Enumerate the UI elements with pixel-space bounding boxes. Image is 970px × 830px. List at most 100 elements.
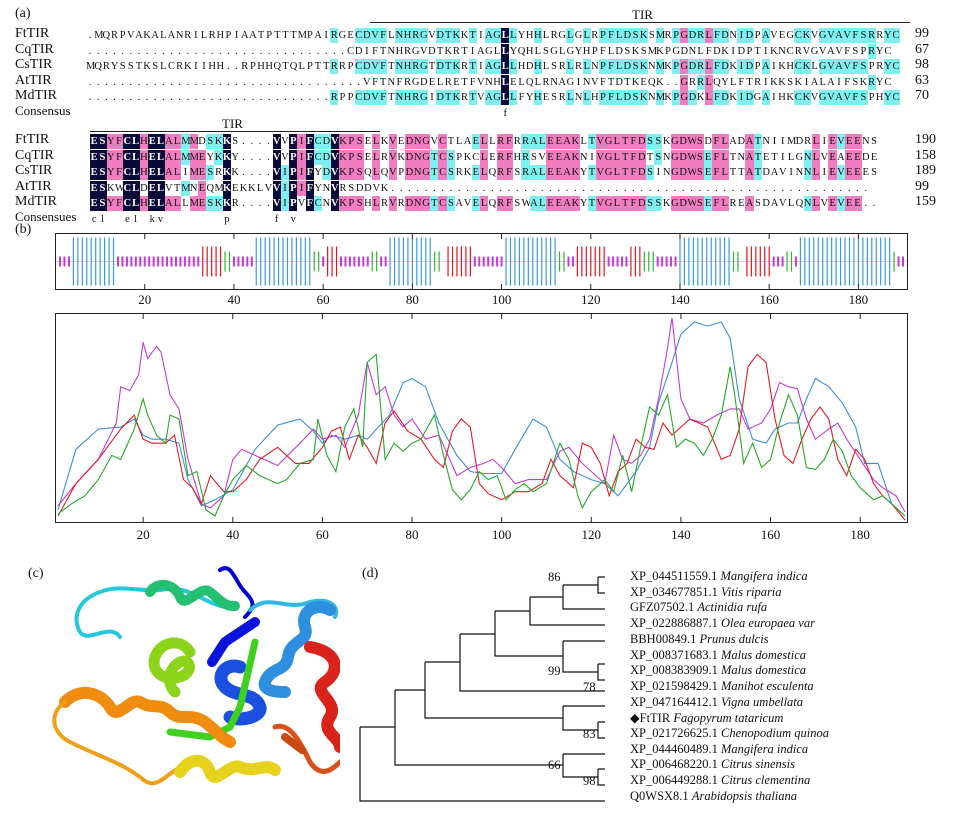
residue: L — [372, 149, 381, 165]
residue: D — [362, 59, 371, 74]
residue: . — [267, 151, 270, 163]
residue: E — [489, 151, 496, 163]
consensus-residue — [656, 106, 664, 121]
residue: D — [322, 165, 331, 180]
residue: A — [477, 45, 485, 57]
residue: I — [656, 167, 661, 178]
residue: K — [802, 59, 811, 74]
residue: . — [582, 182, 585, 194]
residue: E — [778, 30, 786, 41]
sequence-row: E S Y F CLHELAL LME S KKR.... V I PVF CNVK P S HL RVRDN… — [90, 196, 878, 211]
consensus-residue — [729, 106, 737, 121]
residue: E — [197, 180, 207, 196]
residue: S — [355, 149, 364, 165]
residue: . — [129, 45, 133, 57]
residue: Y — [579, 198, 588, 209]
consensus-residue — [713, 106, 721, 121]
secondary-structure-svg — [56, 234, 907, 289]
x-tick-label: 120 — [581, 292, 601, 307]
residue: G — [795, 151, 804, 163]
sequence-name: MdTIR — [15, 88, 57, 103]
leaf-accession: XP_008383909.1 — [630, 663, 721, 678]
residue: A — [529, 196, 539, 211]
residue: W — [521, 198, 532, 209]
residue: T — [753, 165, 763, 180]
residue: K — [463, 167, 472, 178]
residue: Q — [102, 30, 111, 41]
consensus-residue — [517, 106, 525, 121]
residue: R — [696, 59, 705, 74]
residue: K — [222, 134, 232, 149]
residue: G — [421, 134, 431, 149]
residue: R — [550, 30, 558, 41]
sequence-end-position: 99 — [915, 178, 929, 194]
residue: . — [275, 76, 279, 88]
consensus-residue — [640, 106, 648, 121]
residue: L — [615, 59, 624, 74]
residue: N — [729, 30, 737, 41]
residue: L — [559, 45, 566, 57]
residue: C — [123, 196, 132, 211]
residue: E — [148, 196, 157, 211]
residue: H — [139, 165, 149, 180]
sequence-name: MdTIR — [15, 194, 57, 209]
residue: S — [127, 61, 134, 72]
residue: G — [421, 165, 431, 180]
sequence-name: FtTIR — [15, 26, 50, 41]
residue: V — [430, 136, 439, 147]
residue: T — [388, 92, 395, 103]
residue: L — [538, 196, 547, 211]
consensus-residue — [745, 106, 753, 121]
residue: K — [247, 182, 256, 194]
consensus-residue — [428, 106, 436, 121]
residue: . — [170, 45, 173, 57]
residue: . — [300, 76, 304, 88]
residue: H — [139, 134, 149, 149]
residue: N — [795, 167, 804, 178]
residue: G — [604, 149, 613, 165]
residue: C — [354, 28, 363, 43]
residue: G — [421, 196, 431, 211]
x-tick-label: 140 — [671, 527, 691, 542]
residue: P — [347, 149, 356, 165]
residue: E — [90, 149, 99, 165]
residue: K — [802, 28, 811, 43]
residue: V — [264, 182, 273, 194]
consensus-residue — [395, 106, 403, 121]
consensus-residue — [837, 212, 845, 227]
consensus-residue: v — [157, 213, 164, 225]
residue: . — [137, 76, 141, 88]
residue: M — [214, 182, 224, 194]
residue: . — [242, 136, 245, 147]
consensus-residue: f — [503, 107, 507, 119]
consensus-residue: p — [224, 213, 230, 225]
consensus-residue — [705, 106, 713, 121]
consensus-residue — [615, 106, 623, 121]
residue: L — [582, 28, 591, 43]
leaf-species: Olea europaea var — [720, 616, 815, 631]
residue: R — [176, 61, 184, 72]
consensus-residue — [623, 106, 631, 121]
residue: S — [206, 196, 215, 211]
residue: L — [566, 28, 575, 43]
residue: T — [257, 30, 265, 41]
residue: R — [591, 30, 599, 41]
residue: L — [720, 165, 729, 180]
leaf-species: Actinidia rufa — [697, 600, 768, 615]
residue: H — [786, 61, 794, 72]
residue: P — [672, 59, 681, 74]
residue: G — [670, 134, 680, 149]
residue: F — [844, 45, 851, 57]
tree-branches — [359, 576, 605, 802]
panel-label-c: (c) — [28, 566, 44, 581]
residue: G — [680, 28, 689, 43]
residue: T — [135, 61, 143, 72]
consensus-residue — [526, 106, 534, 121]
residue: G — [604, 134, 613, 149]
leaf-accession: XP_006449288.1 — [630, 773, 721, 788]
residue: H — [216, 30, 225, 41]
consensus-residue — [779, 212, 787, 227]
residue: V — [370, 90, 380, 105]
consensus-residue — [770, 106, 778, 121]
residue: E — [148, 180, 157, 196]
